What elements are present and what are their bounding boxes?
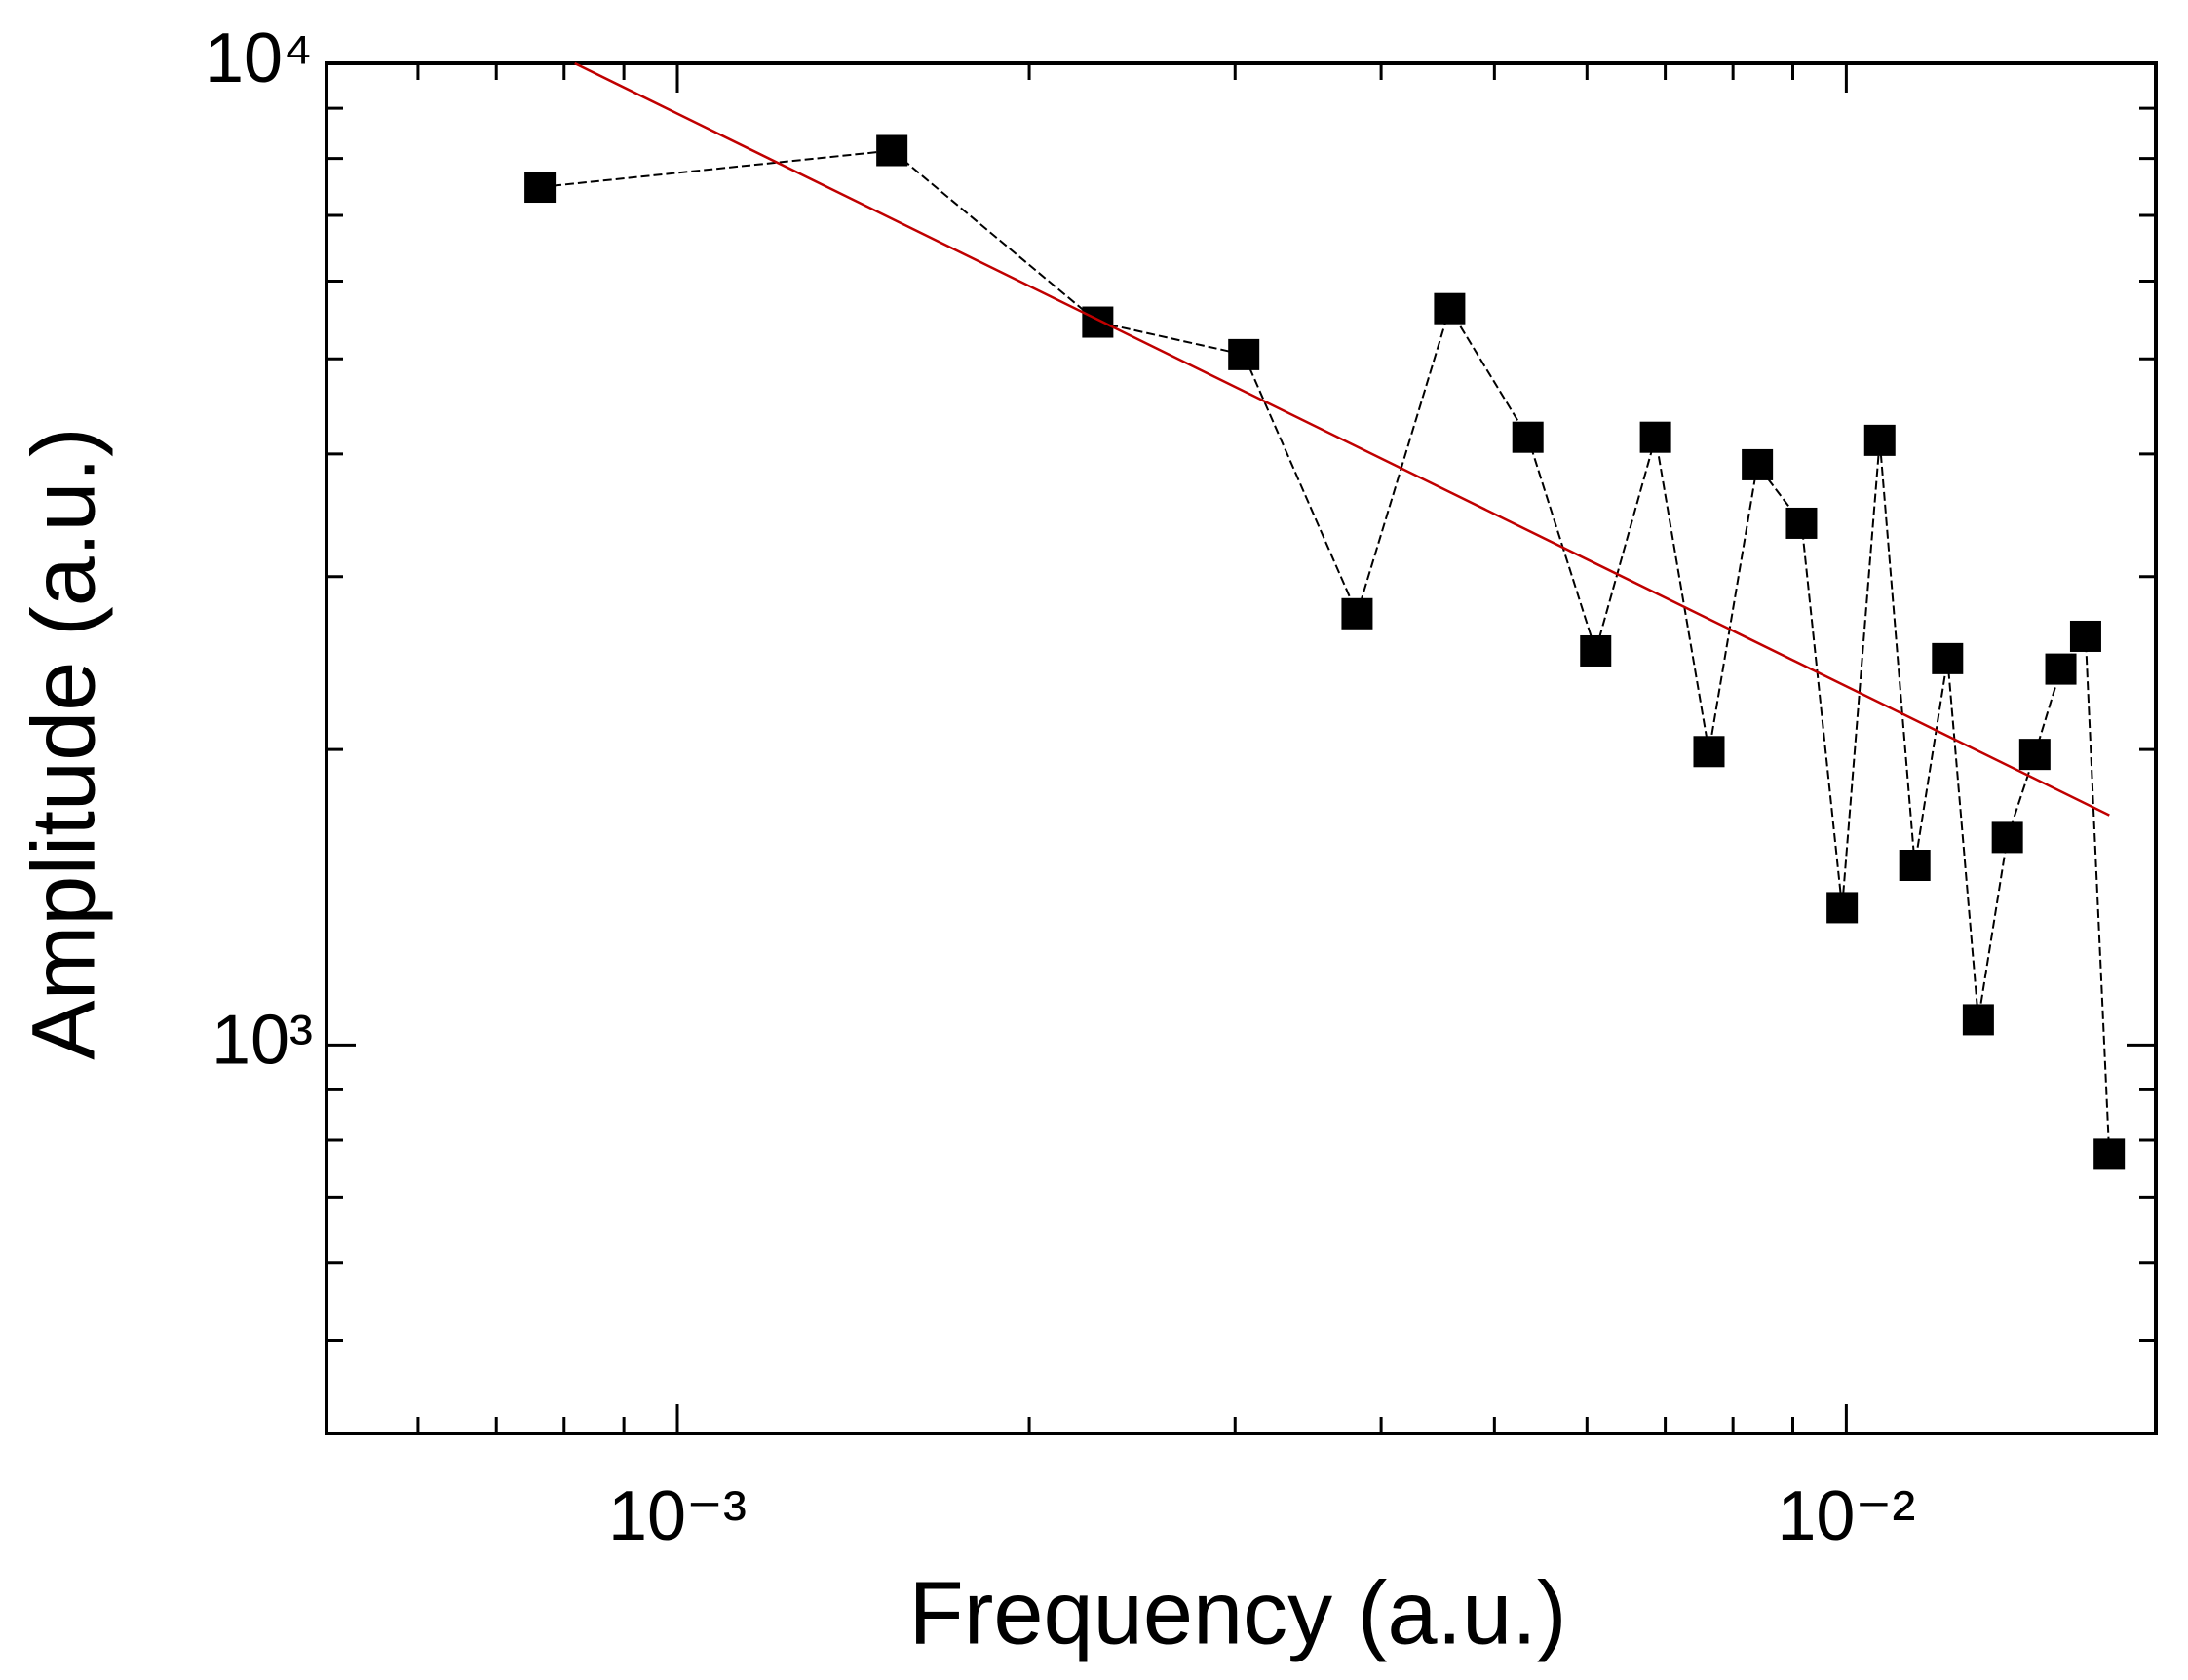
y-axis-title: Amplitude (a.u.) — [14, 427, 113, 1059]
marker — [2069, 620, 2101, 652]
marker — [1341, 597, 1373, 630]
marker — [1962, 1004, 1994, 1036]
y-tick-label: 10³ — [211, 1001, 313, 1079]
x-tick-label: 10⁻³ — [608, 1477, 747, 1555]
marker — [1991, 821, 2023, 854]
plot-frame — [325, 61, 2158, 1435]
marker — [1932, 642, 1964, 674]
marker — [1639, 421, 1671, 453]
y-tick-label: 10⁴ — [205, 19, 313, 97]
marker — [1512, 421, 1544, 453]
marker — [1899, 850, 1931, 882]
marker — [2018, 739, 2051, 771]
marker — [1863, 424, 1896, 456]
marker — [1693, 736, 1725, 768]
marker — [2093, 1138, 2126, 1170]
data-line — [539, 149, 2111, 1155]
x-tick-label: 10⁻² — [1777, 1477, 1915, 1555]
marker — [1228, 338, 1260, 370]
marker — [2045, 653, 2077, 685]
marker — [1434, 292, 1466, 325]
fit-line — [574, 61, 2110, 817]
marker — [524, 172, 557, 204]
x-axis-title: Frequency (a.u.) — [909, 1563, 1567, 1662]
marker — [1082, 306, 1114, 338]
marker — [1742, 448, 1774, 480]
marker — [1785, 507, 1818, 539]
marker — [1826, 892, 1859, 924]
marker — [1580, 634, 1612, 667]
marker — [876, 134, 908, 167]
